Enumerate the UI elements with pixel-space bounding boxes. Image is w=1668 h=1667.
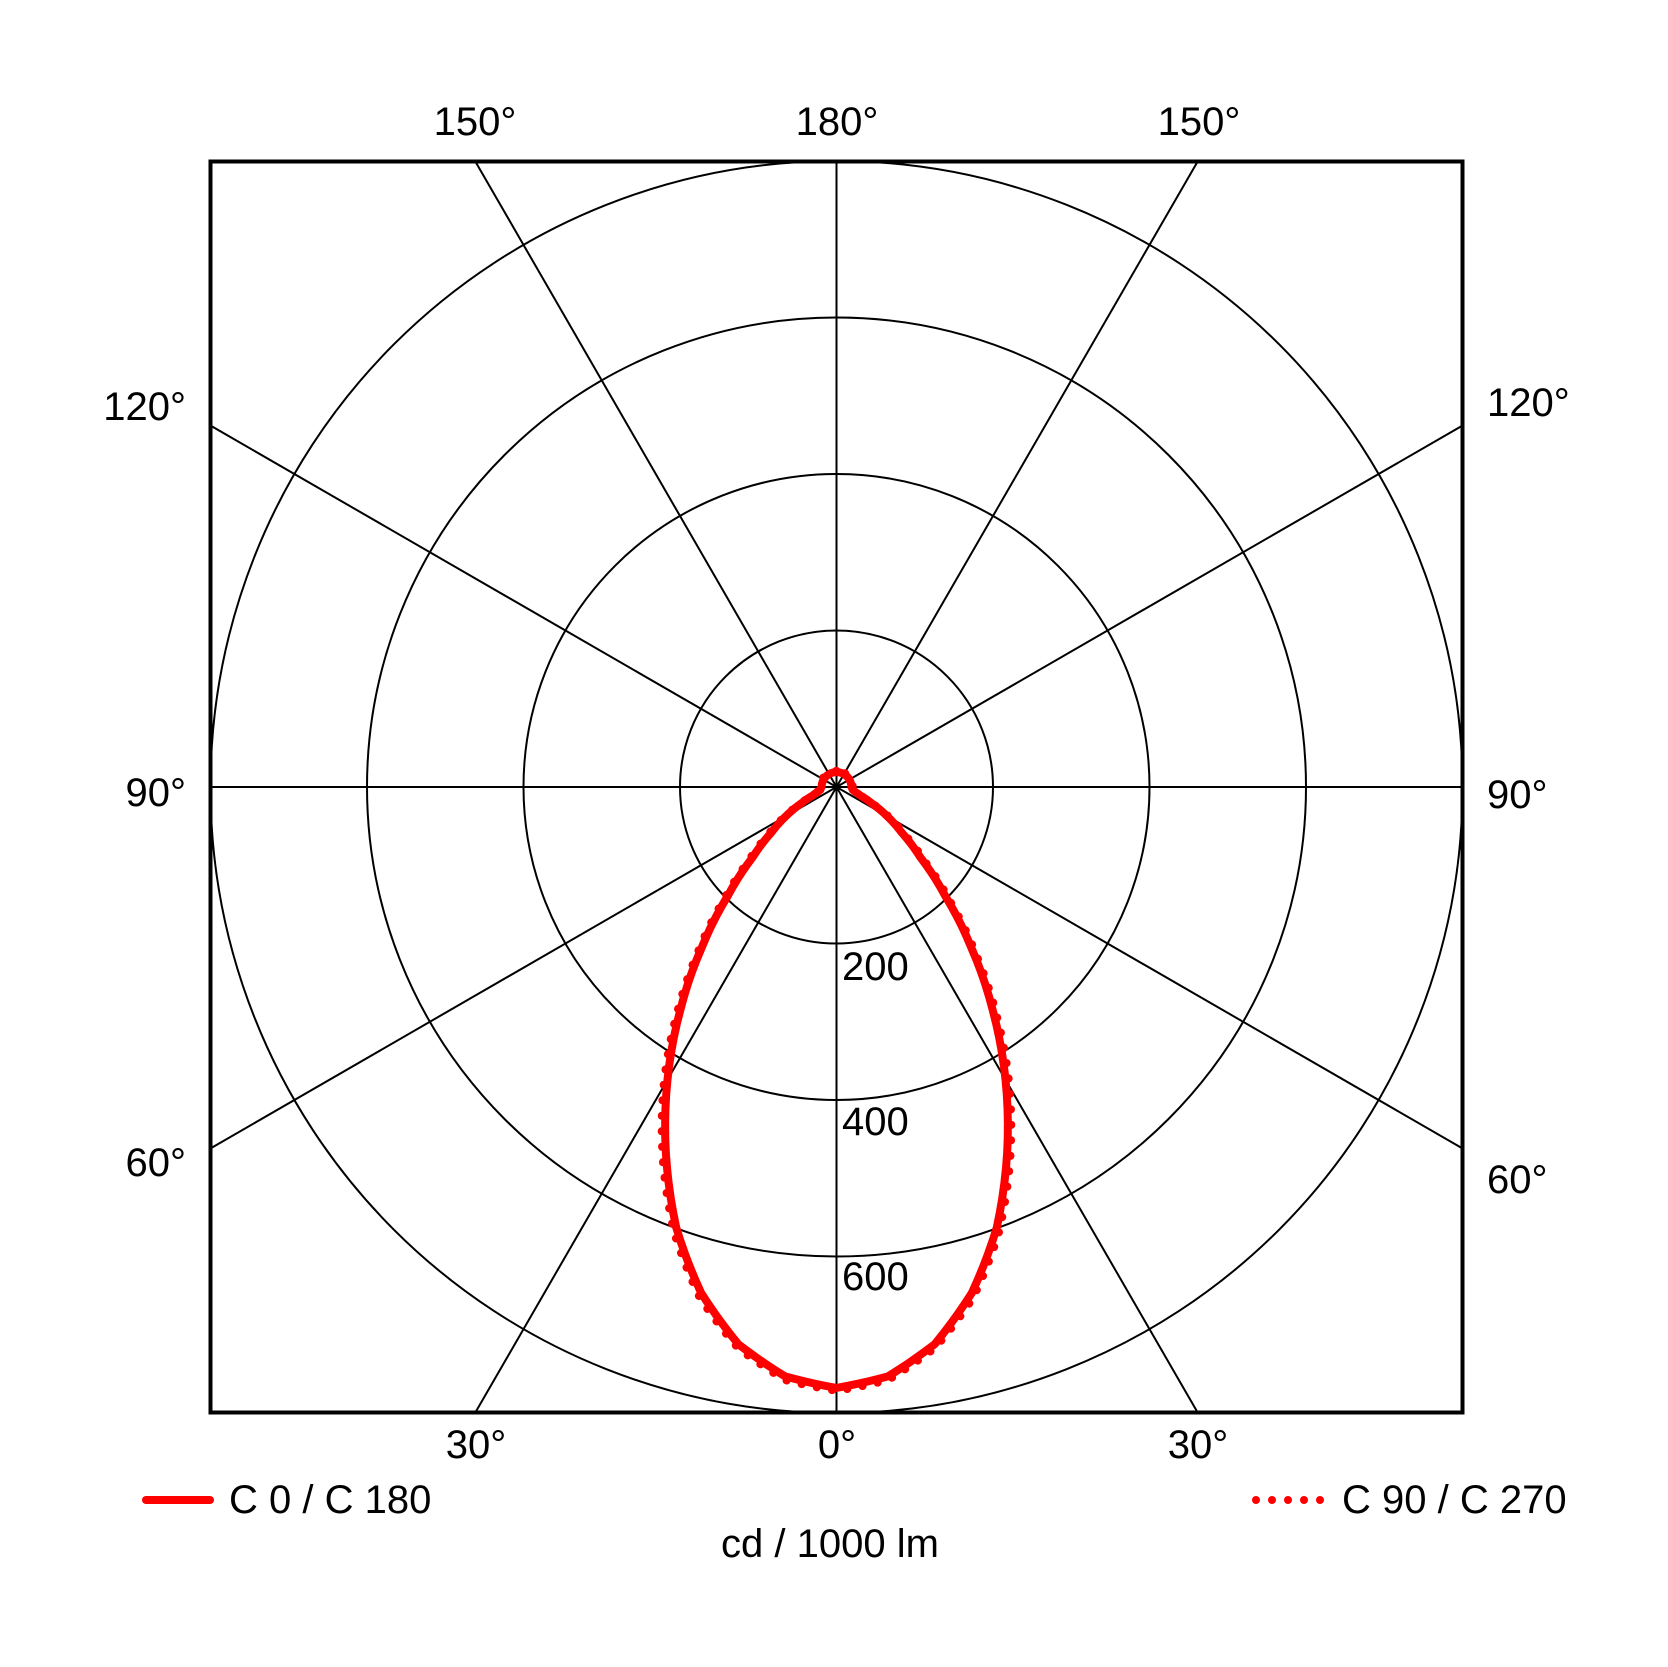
angle-label-left-90: 90° <box>125 771 187 815</box>
axis-unit-label: cd / 1000 lm <box>721 1522 939 1566</box>
legend-item-c90-c270: C 90 / C 270 <box>1252 1478 1567 1522</box>
legend-label-c90-c270: C 90 / C 270 <box>1342 1478 1567 1522</box>
ring-label-200: 200 <box>842 945 909 989</box>
plot-border <box>208 159 1465 1415</box>
ring-label-600: 600 <box>842 1255 909 1299</box>
grid-radial-150 <box>474 161 1199 1413</box>
angle-label-top-center: 180° <box>795 100 879 144</box>
angle-label-right-60: 60° <box>1487 1158 1548 1202</box>
solid-line-swatch <box>142 1496 214 1504</box>
legend-item-c0-c180: C 0 / C 180 <box>142 1478 431 1522</box>
angle-label-top-right: 150° <box>1157 100 1241 144</box>
legend-label-c0-c180: C 0 / C 180 <box>229 1478 432 1522</box>
angle-label-bottom-right: 30° <box>1167 1423 1229 1467</box>
angle-label-top-left: 150° <box>433 100 517 144</box>
curve-c0-c180 <box>661 768 1012 1392</box>
intensity-curves <box>657 766 1016 1395</box>
angle-label-right-90: 90° <box>1487 773 1548 817</box>
ring-label-400: 400 <box>842 1100 909 1144</box>
angle-label-left-120: 120° <box>103 385 186 429</box>
angle-label-bottom-left: 30° <box>445 1423 507 1467</box>
angle-label-bottom-center: 0° <box>817 1423 857 1467</box>
angle-label-right-120: 120° <box>1487 381 1570 425</box>
dotted-line-swatch <box>1252 1496 1324 1504</box>
angle-label-left-60: 60° <box>125 1141 187 1185</box>
